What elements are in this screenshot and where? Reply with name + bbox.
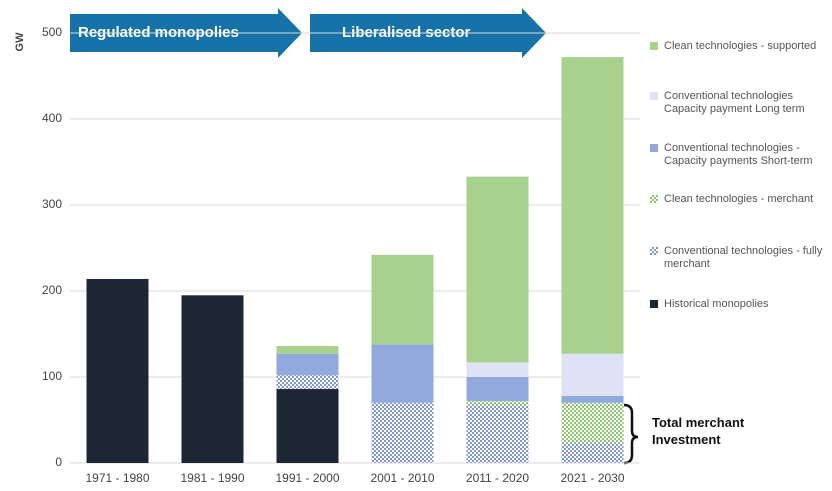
bar-segment [86, 278, 149, 463]
x-tick-label: 2001 - 2010 [370, 471, 434, 485]
x-tick-label: 1981 - 1990 [180, 471, 244, 485]
x-tick-label: 2021 - 2030 [560, 471, 624, 485]
x-tick-label: 1991 - 2000 [275, 471, 339, 485]
legend-swatch [650, 300, 658, 308]
legend-item: Clean technologies - merchant [650, 193, 830, 206]
bar-segment [561, 57, 624, 354]
bar-segment [371, 344, 434, 403]
bar-segment [561, 443, 624, 463]
x-tick-label: 2011 - 2020 [466, 471, 529, 485]
legend-item: Clean technologies - supported [650, 40, 830, 53]
legend-item: Conventional technologies Capacity payme… [650, 90, 830, 116]
bar-segment [371, 402, 434, 463]
bar-segment [466, 377, 529, 402]
legend-item: Historical monopolies [650, 298, 830, 311]
legend-item: Conventional technologies - fully mercha… [650, 245, 830, 271]
brace [623, 403, 639, 465]
bar-segment [561, 353, 624, 396]
bar-segment [371, 254, 434, 345]
bar-segment [466, 405, 529, 463]
legend-label: Clean technologies - supported [664, 40, 817, 52]
bar-segment [561, 395, 624, 403]
legend-label: Conventional technologies Capacity payme… [664, 90, 805, 115]
bar-segment [181, 295, 244, 463]
bar-segment [276, 353, 339, 376]
legend-label: Historical monopolies [664, 298, 769, 310]
legend-label: Clean technologies - merchant [664, 193, 814, 205]
banner-text: Liberalised sector [342, 24, 471, 41]
y-tick-label: 0 [55, 455, 62, 469]
legend-swatch [650, 195, 658, 203]
legend-swatch [650, 247, 658, 255]
legend-label: Conventional technologies - fully mercha… [664, 245, 823, 270]
y-tick-label: 400 [42, 111, 62, 125]
bar-segment [276, 389, 339, 463]
y-axis-label: GW [14, 32, 26, 52]
bar-segment [466, 362, 529, 377]
x-tick-label: 1971 - 1980 [85, 471, 149, 485]
legend-label: Conventional technologies - Capacity pay… [664, 142, 813, 167]
legend-swatch [650, 144, 658, 152]
bar-segment [466, 401, 529, 406]
y-tick-label: 300 [42, 197, 62, 211]
legend-swatch [650, 92, 658, 100]
legend-item: Conventional technologies - Capacity pay… [650, 142, 830, 168]
legend-swatch [650, 42, 658, 50]
y-tick-label: 100 [42, 369, 62, 383]
bar-segment [466, 176, 529, 363]
y-tick-label: 200 [42, 283, 62, 297]
bar-segment [276, 375, 339, 390]
y-tick-label: 500 [42, 25, 62, 39]
bar-segment [561, 402, 624, 444]
bar-segment [276, 346, 339, 354]
banner-text: Regulated monopolies [78, 24, 239, 41]
annotation: Total merchant Investment [652, 415, 745, 447]
